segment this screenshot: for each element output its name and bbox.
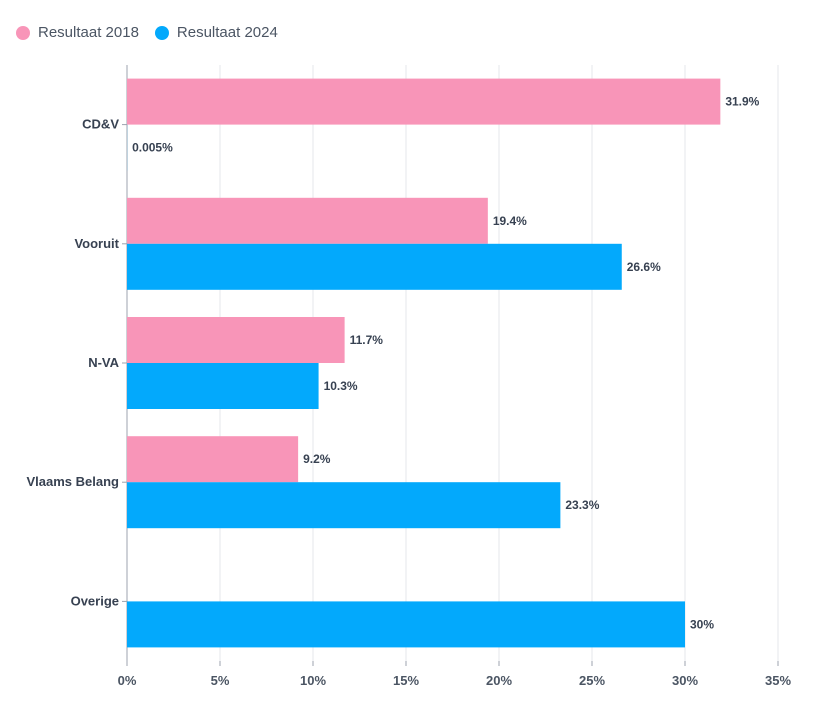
data-label: 11.7% (350, 333, 384, 347)
data-label: 31.9% (725, 95, 759, 109)
category-label: Vooruit (74, 236, 119, 251)
legend-label-2024: Resultaat 2024 (176, 24, 278, 41)
bar-2024 (127, 482, 561, 529)
data-label: 9.2% (303, 452, 331, 466)
bar-2024 (127, 601, 685, 648)
legend-item-2024[interactable]: Resultaat 2024 (154, 24, 278, 41)
legend-item-2018[interactable]: Resultaat 2018 (16, 24, 139, 41)
x-tick-label: 10% (300, 673, 326, 688)
legend-label-2018: Resultaat 2018 (38, 24, 139, 41)
data-label: 0.005% (132, 141, 173, 155)
x-tick-label: 30% (672, 673, 698, 688)
data-label: 26.6% (627, 260, 661, 274)
category-label: Overige (71, 593, 119, 608)
data-label: 10.3% (324, 379, 358, 393)
x-tick-label: 5% (211, 673, 230, 688)
legend-marker-2024 (154, 25, 169, 40)
data-label: 23.3% (565, 498, 599, 512)
bar-2018 (127, 78, 721, 125)
category-label: N-VA (88, 355, 119, 370)
x-tick-label: 15% (393, 673, 419, 688)
category-label: Vlaams Belang (27, 474, 120, 489)
bar-2018 (127, 197, 488, 244)
bar-2024 (127, 363, 319, 409)
x-tick-label: 0% (118, 673, 137, 688)
x-tick-label: 25% (579, 673, 605, 688)
x-tick-label: 35% (765, 673, 791, 688)
x-tick-label: 20% (486, 673, 512, 688)
category-label: CD&V (82, 117, 119, 132)
legend: Resultaat 2018 Resultaat 2024 (16, 24, 278, 41)
bar-2018 (127, 317, 345, 363)
legend-marker-2018 (16, 25, 30, 40)
data-label: 19.4% (493, 214, 527, 228)
bar-2018 (127, 436, 299, 483)
bar-2024 (127, 243, 622, 290)
data-label: 30% (690, 617, 714, 631)
